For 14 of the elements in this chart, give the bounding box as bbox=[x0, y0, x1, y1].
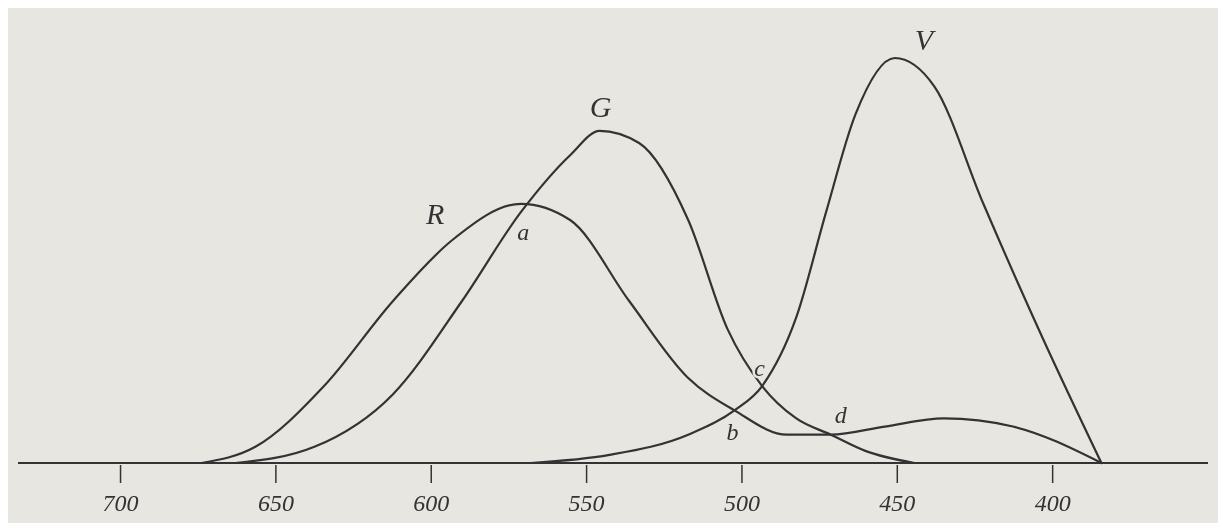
series-label: V bbox=[914, 23, 937, 56]
annotation: b bbox=[726, 419, 739, 446]
series-label: R bbox=[425, 196, 445, 230]
annotation: d bbox=[834, 401, 848, 428]
x-tick-label: 700 bbox=[102, 490, 139, 516]
x-tick-label: 650 bbox=[257, 490, 294, 516]
x-tick-label: 550 bbox=[568, 490, 605, 516]
x-tick-label: 450 bbox=[879, 490, 916, 516]
x-tick-label: 600 bbox=[413, 490, 450, 516]
x-tick-label: 500 bbox=[723, 490, 760, 516]
series-label: G bbox=[589, 89, 612, 123]
x-tick-label: 400 bbox=[1034, 490, 1071, 516]
annotation: a bbox=[517, 218, 530, 245]
annotation: c bbox=[754, 355, 766, 382]
